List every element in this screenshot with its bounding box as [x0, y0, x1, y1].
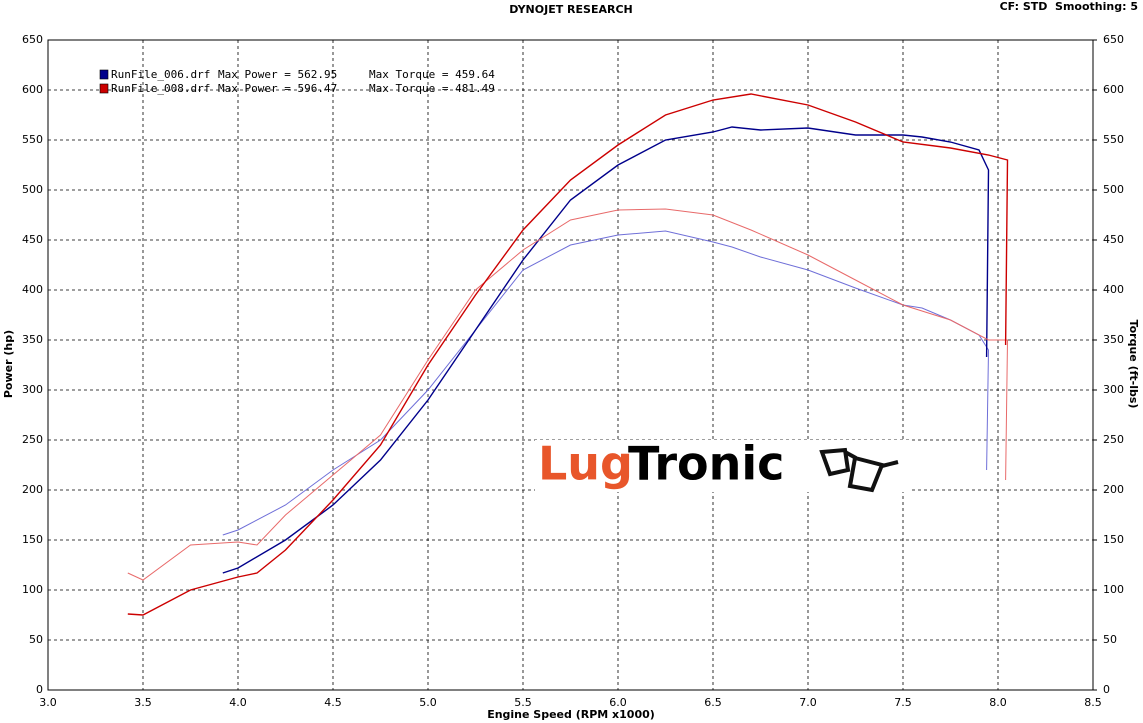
plot-frame — [47, 39, 1094, 691]
x-tick-label: 8.5 — [1084, 696, 1102, 709]
y-tick-label: 550 — [22, 133, 43, 146]
x-tick-label: 5.0 — [419, 696, 437, 709]
logo-lug: Lug — [538, 437, 633, 491]
x-tick-label: 7.0 — [799, 696, 817, 709]
y2-tick-label: 0 — [1103, 683, 1110, 696]
torque-line — [127, 208, 1009, 581]
x-tick-label: 8.0 — [989, 696, 1007, 709]
y-tick-label: 450 — [22, 233, 43, 246]
x-tick-label: 5.5 — [514, 696, 532, 709]
y-tick-label: 600 — [22, 83, 43, 96]
legend-entry: RunFile_006.drf Max Power = 562.95 Max Tor… — [99, 68, 495, 81]
power-line — [127, 93, 1009, 616]
y2-tick-label: 200 — [1103, 483, 1124, 496]
y2-tick-label: 650 — [1103, 33, 1124, 46]
y-tick-label: 100 — [22, 583, 43, 596]
y-tick-label: 150 — [22, 533, 43, 546]
y2-tick-label: 400 — [1103, 283, 1124, 296]
y-tick-label: 200 — [22, 483, 43, 496]
y-tick-label: 350 — [22, 333, 43, 346]
y2-tick-label: 600 — [1103, 83, 1124, 96]
legend-swatch — [99, 69, 109, 80]
x-tick-label: 3.0 — [39, 696, 57, 709]
x-tick-label: 6.5 — [704, 696, 722, 709]
legend-max-torque: Max Torque = 481.49 — [369, 82, 495, 95]
y2-tick-label: 50 — [1103, 633, 1117, 646]
y-tick-label: 250 — [22, 433, 43, 446]
y-tick-label: 400 — [22, 283, 43, 296]
chart-title: DYNOJET RESEARCH — [509, 3, 632, 16]
y-tick-label: 650 — [22, 33, 43, 46]
legend-entry: RunFile_008.drf Max Power = 596.47 Max Tor… — [99, 82, 495, 95]
legend-swatch — [99, 83, 109, 94]
y2-tick-label: 550 — [1103, 133, 1124, 146]
y-tick-label: 300 — [22, 383, 43, 396]
y2-tick-label: 450 — [1103, 233, 1124, 246]
x-tick-label: 7.5 — [894, 696, 912, 709]
x-tick-label: 4.5 — [324, 696, 342, 709]
y2-tick-label: 300 — [1103, 383, 1124, 396]
y2-tick-label: 350 — [1103, 333, 1124, 346]
y-tick-label: 500 — [22, 183, 43, 196]
x-tick-label: 3.5 — [134, 696, 152, 709]
y2-tick-label: 250 — [1103, 433, 1124, 446]
legend-max-power: Max Power = 562.95 — [218, 68, 337, 81]
legend-name: RunFile_008.drf — [111, 82, 210, 95]
legend-max-torque: Max Torque = 459.64 — [369, 68, 495, 81]
x-axis-title: Engine Speed (RPM x1000) — [487, 708, 655, 721]
glasses-icon — [819, 447, 899, 493]
y2-tick-label: 500 — [1103, 183, 1124, 196]
x-tick-label: 6.0 — [609, 696, 627, 709]
logo: Lug Tronic — [535, 437, 910, 493]
y2-tick-label: 100 — [1103, 583, 1124, 596]
settings: CF: STD Smoothing: 5 — [1000, 0, 1138, 13]
y-tick-label: 0 — [36, 683, 43, 696]
y2-tick-label: 150 — [1103, 533, 1124, 546]
legend-max-power: Max Power = 596.47 — [218, 82, 337, 95]
x-tick-label: 4.0 — [229, 696, 247, 709]
power-line — [222, 126, 990, 574]
y-tick-label: 50 — [29, 633, 43, 646]
legend-name: RunFile_006.drf — [111, 68, 210, 81]
y-axis-title: Power (hp) — [2, 330, 15, 398]
logo-tronic: Tronic — [628, 437, 784, 491]
y2-axis-title: Torque (ft-lbs) — [1127, 320, 1140, 409]
